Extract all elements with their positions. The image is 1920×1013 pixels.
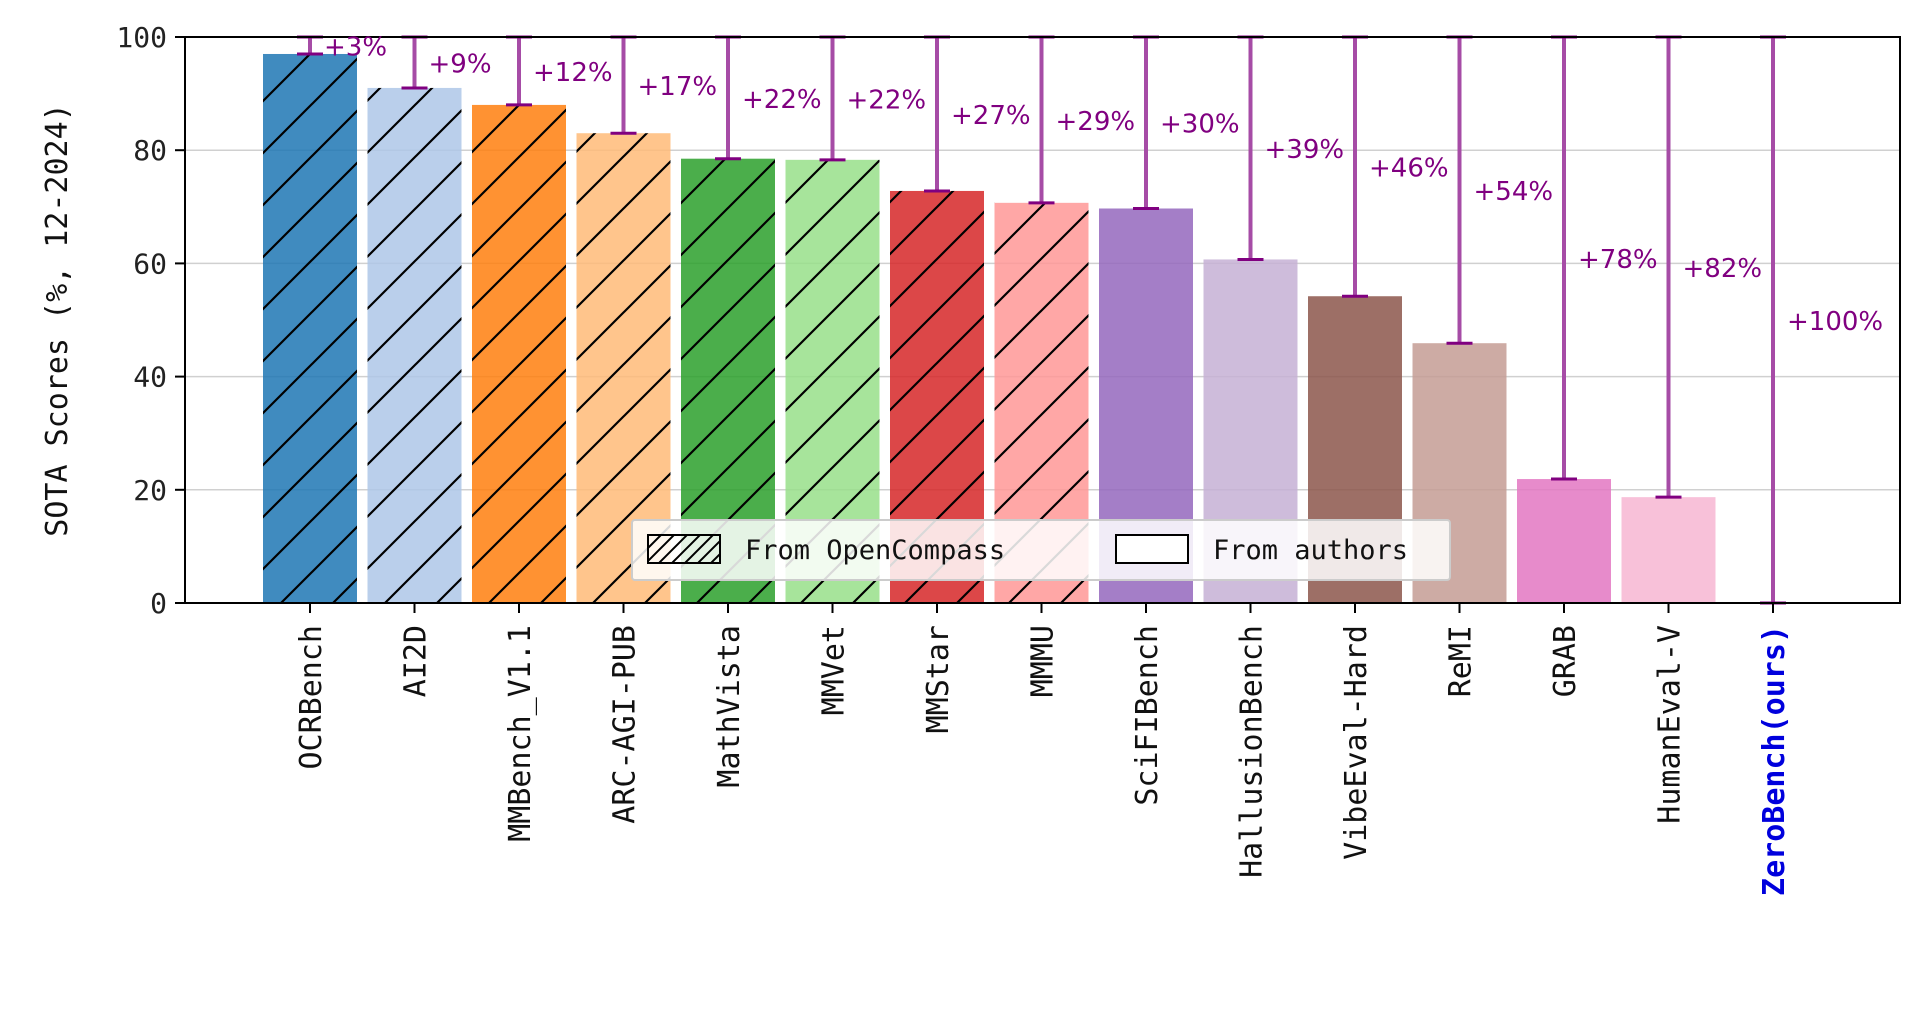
legend-swatch-opencompass [647, 534, 721, 564]
gain-label: +3% [324, 32, 387, 62]
legend-box [631, 519, 1451, 581]
x-category-label: VibeEval-Hard [1339, 625, 1374, 860]
x-category-label: MMBench_V1.1 [503, 625, 538, 842]
gain-label: +100% [1787, 307, 1883, 337]
x-category-label: MMVet [817, 625, 852, 715]
gain-label: +54% [1474, 177, 1554, 207]
bar-humaneval-v [1621, 497, 1716, 603]
x-category-label: MathVista [712, 625, 747, 788]
x-category-label: HallusionBench [1235, 625, 1270, 878]
x-category-label: MMMU [1026, 625, 1061, 697]
bar-hatch [263, 53, 357, 604]
gain-label: +12% [533, 58, 613, 88]
x-category-label: ReMI [1444, 625, 1479, 697]
y-tick-label: 40 [133, 361, 167, 394]
legend-label-opencompass: From OpenCompass [745, 535, 1005, 566]
gain-label: +82% [1683, 254, 1763, 284]
gain-label: +39% [1265, 135, 1345, 165]
gain-label: +27% [951, 101, 1031, 131]
x-category-label: AI2D [399, 625, 434, 697]
x-category-label: SciFIBench [1130, 625, 1165, 806]
gain-label: +17% [638, 72, 718, 102]
bar-hatch [367, 87, 462, 603]
bar-grab [1517, 479, 1611, 603]
x-category-label: GRAB [1548, 625, 1583, 697]
x-category-label: ARC-AGI-PUB [608, 625, 643, 824]
gain-label: +22% [742, 85, 822, 115]
x-category-label: ZeroBench(ours) [1757, 625, 1792, 896]
x-category-label: HumanEval-V [1653, 625, 1688, 824]
legend-label-authors: From authors [1213, 535, 1408, 566]
bar-hatch [472, 104, 566, 604]
gain-label: +78% [1578, 245, 1658, 275]
plot-frame [184, 36, 1901, 604]
y-tick-label: 20 [133, 474, 167, 507]
x-category-label: MMStar [921, 625, 956, 733]
gain-label: +9% [429, 49, 492, 79]
gain-label: +30% [1160, 110, 1240, 140]
y-axis-label: SOTA Scores (%, 12-2024) [40, 103, 75, 536]
y-tick-label: 100 [116, 21, 167, 54]
x-category-label: OCRBench [294, 625, 329, 770]
legend-swatch-authors [1115, 534, 1189, 564]
gain-label: +46% [1369, 154, 1449, 184]
gain-label: +29% [1056, 107, 1136, 137]
y-tick-label: 60 [133, 247, 167, 280]
gain-label: +22% [847, 85, 927, 115]
y-tick-label: 80 [133, 134, 167, 167]
legend: From OpenCompass From authors [631, 519, 1451, 581]
y-tick-label: 0 [150, 587, 167, 620]
